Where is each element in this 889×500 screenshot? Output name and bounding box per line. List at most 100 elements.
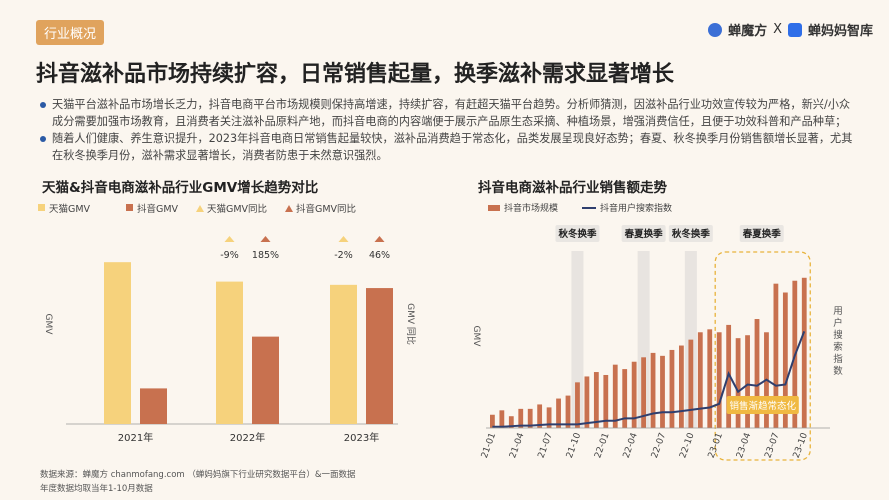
- bar: [508, 416, 514, 428]
- bar: [679, 345, 684, 428]
- bar: [584, 376, 590, 428]
- season-label: 秋冬换季: [557, 228, 597, 240]
- x-tick-label: 2021年: [118, 431, 153, 444]
- x-tick-label: 22-10: [678, 431, 696, 459]
- bar: [593, 372, 599, 428]
- season-highlight-band: [571, 251, 584, 428]
- chanmama-logo-icon: [787, 22, 802, 37]
- season-label: 秋冬换季: [671, 228, 711, 240]
- growth-triangle-icon: [338, 236, 349, 242]
- bar: [754, 319, 760, 428]
- x-tick-label: 21-10: [565, 431, 583, 459]
- callout-label-box: [726, 396, 799, 414]
- legend-swatch: [126, 204, 133, 211]
- bar: [660, 355, 665, 428]
- bar: [366, 288, 393, 424]
- right-chart-title: 抖音电商滋补品行业销售额走势: [478, 180, 667, 196]
- bar: [612, 364, 618, 428]
- bar: [669, 349, 675, 428]
- left-chart-title: 天猫&抖音电商滋补品行业GMV增长趋势对比: [42, 180, 319, 196]
- bullet-list: 天猫平台滋补品市场增长乏力，抖音电商平台市场规模则保持高增速，持续扩容，有赶超天…: [40, 96, 860, 164]
- bar: [641, 357, 646, 428]
- x-tick-label: 2023年: [344, 431, 379, 444]
- bar: [252, 336, 279, 424]
- legend-label: 天猫GMV: [49, 203, 91, 215]
- brand-logos: 蝉魔方 X 蝉妈妈智库: [708, 20, 873, 39]
- callout-dashed-box: [714, 251, 811, 461]
- x-tick-label: 23-04: [735, 431, 753, 459]
- bar: [546, 407, 552, 428]
- x-tick-label: 2022年: [230, 431, 265, 444]
- growth-triangle-icon: [224, 236, 235, 242]
- bar: [773, 283, 779, 428]
- legend-label: 抖音GMV同比: [296, 203, 356, 215]
- bullet-item: 随着人们健康、养生意识提升，2023年抖音电商日常销售起量较快，滋补品消费趋于常…: [40, 130, 860, 164]
- y2-axis-label: GMV 同比: [405, 303, 417, 345]
- footer-note: 年度数据均取当年1-10月数据: [40, 484, 153, 494]
- footer-source: 数据来源：蝉魔方 chanmofang.com （蝉妈妈旗下行业研究数据平台）&…: [40, 470, 356, 480]
- bar: [688, 339, 694, 428]
- season-label: 春夏换季: [624, 228, 664, 240]
- bar: [537, 404, 543, 428]
- bar: [575, 382, 580, 428]
- bar: [216, 281, 243, 424]
- legend-triangle-icon: [196, 205, 204, 212]
- chanmofang-logo-icon: [708, 22, 723, 37]
- growth-label: -9%: [220, 250, 239, 261]
- bar: [735, 338, 741, 428]
- y2-axis-label-char: 索: [833, 341, 843, 353]
- bar: [631, 361, 637, 428]
- y-axis-label: GMV: [43, 314, 53, 336]
- x-tick-label: 21-07: [537, 432, 555, 460]
- legend-label: 抖音GMV: [137, 203, 179, 215]
- section-tag: 行业概况: [36, 20, 105, 45]
- bar: [330, 284, 357, 424]
- bar: [782, 292, 788, 428]
- bar: [622, 369, 628, 428]
- x-tick-label: 22-01: [593, 432, 611, 460]
- x-tick-label: 22-04: [622, 431, 640, 459]
- bar: [140, 388, 167, 424]
- bullet-item: 天猫平台滋补品市场增长乏力，抖音电商平台市场规模则保持高增速，持续扩容，有赶超天…: [40, 96, 860, 130]
- growth-label: 46%: [369, 250, 390, 261]
- legend-triangle-icon: [285, 205, 293, 212]
- brand-name-1: 蝉魔方: [728, 24, 768, 39]
- bar: [716, 332, 722, 428]
- bar: [518, 408, 524, 428]
- bar: [650, 352, 656, 428]
- y2-axis-label-char: 指: [833, 353, 843, 365]
- x-tick-label: 23-01: [707, 432, 725, 460]
- bar: [707, 329, 713, 428]
- season-label: 春夏换季: [742, 228, 782, 240]
- legend-label: 抖音市场规模: [504, 202, 558, 214]
- bar: [490, 414, 495, 428]
- y2-axis-label-char: 搜: [833, 329, 843, 341]
- x-tick-label: 21-01: [480, 432, 498, 460]
- page-title: 抖音滋补品市场持续扩容，日常销售起量，换季滋补需求显著增长: [36, 62, 675, 87]
- bar: [499, 410, 505, 428]
- legend-label: 天猫GMV同比: [207, 203, 267, 215]
- y2-axis-label-char: 数: [833, 365, 843, 377]
- search-index-line: [492, 331, 806, 428]
- legend-swatch: [38, 204, 45, 211]
- x-tick-label: 22-07: [650, 432, 668, 460]
- season-label-box: [621, 225, 666, 242]
- bar: [556, 398, 561, 428]
- y-axis-label: GMV: [471, 326, 481, 348]
- bar: [745, 335, 750, 428]
- bar: [565, 395, 571, 428]
- season-highlight-band: [637, 251, 650, 428]
- gmv-comparison-chart: 天猫GMV 抖音GMV 天猫GMV同比 抖音GMV同比 GMV GMV 同比 2021年 -9…: [38, 203, 417, 444]
- brand-separator: X: [773, 22, 782, 37]
- season-label-box: [555, 225, 600, 242]
- season-highlight-band: [684, 251, 697, 428]
- brand-name-2: 蝉妈妈智库: [807, 24, 873, 39]
- bar: [104, 262, 131, 424]
- bar: [801, 277, 807, 428]
- growth-label: -2%: [334, 250, 353, 261]
- growth-triangle-icon: [260, 236, 271, 242]
- bar: [603, 374, 609, 428]
- growth-label: 185%: [252, 250, 279, 261]
- callout-label: 销售渐趋常态化: [729, 400, 796, 412]
